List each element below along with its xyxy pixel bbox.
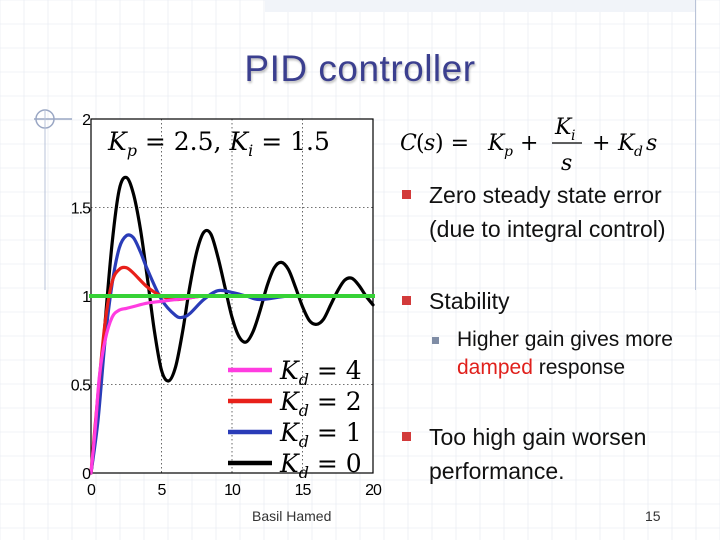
svg-text:s: s (424, 131, 435, 156)
footer-author: Basil Hamed (252, 508, 332, 524)
bullet-marker (432, 337, 439, 344)
decorative-circle (34, 109, 72, 290)
series-line-kd0 (89, 175, 375, 475)
y-tick-label: 0.5 (71, 378, 91, 395)
decorative-rule (695, 0, 696, 290)
x-tick-label: 20 (365, 482, 382, 499)
bullet-zero-error: Zero steady state error (due to integral… (400, 178, 700, 246)
svg-text:s: s (561, 151, 572, 176)
bullet-high-gain: Too high gain worsen performance. (400, 420, 700, 488)
y-tick-label: 0 (82, 466, 91, 483)
page-number: 15 (645, 508, 661, 524)
svg-text:) =: ) = (435, 131, 469, 156)
svg-text:+: + (520, 131, 538, 156)
svg-text:(: ( (416, 131, 425, 156)
legend-label: Kd = 1 (279, 418, 362, 451)
svg-text:+: + (592, 131, 610, 156)
y-tick-label: 1.5 (71, 201, 91, 218)
x-tick-label: 10 (224, 482, 241, 499)
sub-bullet-damped: Higher gain gives more damped response (430, 326, 680, 382)
transfer-function-formula: C ( s ) = K p + K i s + K d s (400, 112, 690, 188)
svg-text:K: K (487, 131, 506, 156)
svg-text:K: K (617, 131, 636, 156)
bullet-marker (402, 190, 411, 199)
svg-text:s: s (646, 131, 657, 156)
svg-text:p: p (504, 144, 513, 160)
legend-label: Kd = 2 (279, 387, 362, 420)
page-title: PID controller (244, 48, 476, 89)
highlighted-word: damped (457, 356, 533, 379)
x-tick-label: 5 (158, 482, 167, 499)
svg-text:K: K (554, 115, 573, 140)
bullet-stability: Stability (400, 284, 700, 318)
x-tick-label: 0 (87, 482, 96, 499)
svg-text:i: i (571, 128, 575, 144)
y-tick-label: 1 (82, 289, 91, 306)
legend-label: Kd = 0 (279, 449, 362, 482)
x-tick-label: 15 (295, 482, 312, 499)
bullet-marker (402, 432, 411, 441)
parameter-annotation: Kp = 2.5, Ki = 1.5 (107, 127, 330, 160)
svg-text:C: C (400, 131, 417, 156)
y-tick-label: 2 (82, 112, 91, 129)
svg-text:d: d (634, 144, 643, 160)
bullet-marker (402, 296, 411, 305)
legend-label: Kd = 4 (279, 356, 362, 389)
series-line-kd1 (89, 233, 375, 475)
